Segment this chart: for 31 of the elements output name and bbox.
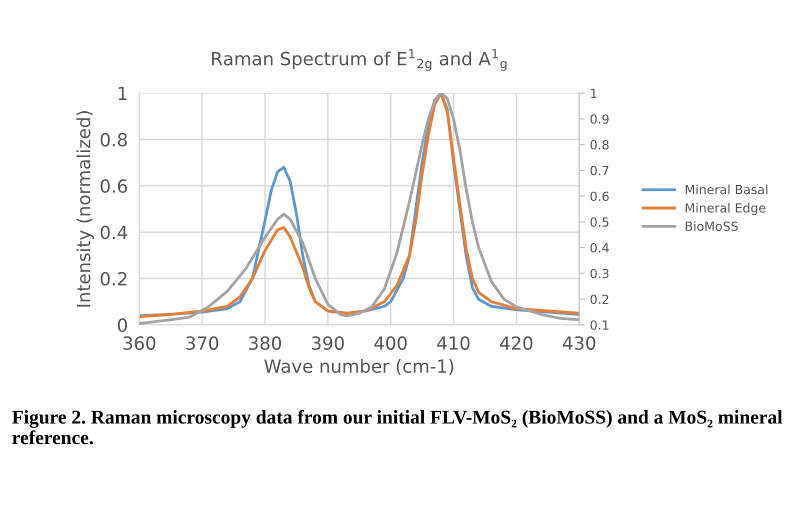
y-tick-label: 0.8: [100, 132, 127, 147]
y-tick-label: 0: [118, 318, 127, 332]
y2-tick-label: 0.2: [590, 294, 608, 304]
y-axis-title: Intensity (normalized): [76, 111, 94, 307]
y-tick-label: 0.2: [100, 272, 126, 286]
legend-label: Mineral Edge: [686, 202, 766, 216]
x-tick-label: 380: [249, 336, 282, 350]
y-tick-label: 0.6: [100, 179, 128, 193]
chart-title: Raman Spectrum of E$^{1}$$_{2g}$ and A$^{1}$$_{g}$: [212, 49, 507, 71]
x-tick-label: 400: [374, 336, 407, 350]
y2-tick-label: 1: [591, 88, 596, 98]
y-tick-label: 1: [118, 86, 127, 100]
y2-tick-label: 0.9: [590, 114, 609, 124]
caption: Figure 2. Raman microscopy data from our initial FLV-MoS₂ (BioMoSS) and a MoS₂ mineral reference.: [12, 410, 782, 444]
y2-tick-label: 0.5: [590, 217, 608, 227]
legend-label: Mineral Basal: [686, 184, 768, 194]
y2-tick-label: 0.7: [590, 166, 608, 176]
x-tick-label: 430: [562, 336, 596, 350]
x-tick-label: 390: [312, 336, 344, 350]
y2-tick-label: 0.8: [590, 140, 609, 150]
y2-tick-label: 0.3: [590, 268, 609, 278]
x-tick-label: 410: [437, 336, 470, 350]
x-axis-title: Wave number (cm-1): [264, 358, 454, 376]
x-tick-label: 360: [123, 336, 156, 350]
y-tick-label: 0.4: [100, 226, 128, 240]
x-tick-label: 370: [186, 336, 218, 350]
x-tick-label: 420: [500, 336, 532, 350]
y2-tick-label: 0.6: [590, 192, 609, 202]
y2-tick-label: 0.1: [590, 320, 608, 330]
legend-label: BioMoSS: [686, 221, 738, 231]
y2-tick-label: 0.4: [590, 243, 609, 253]
